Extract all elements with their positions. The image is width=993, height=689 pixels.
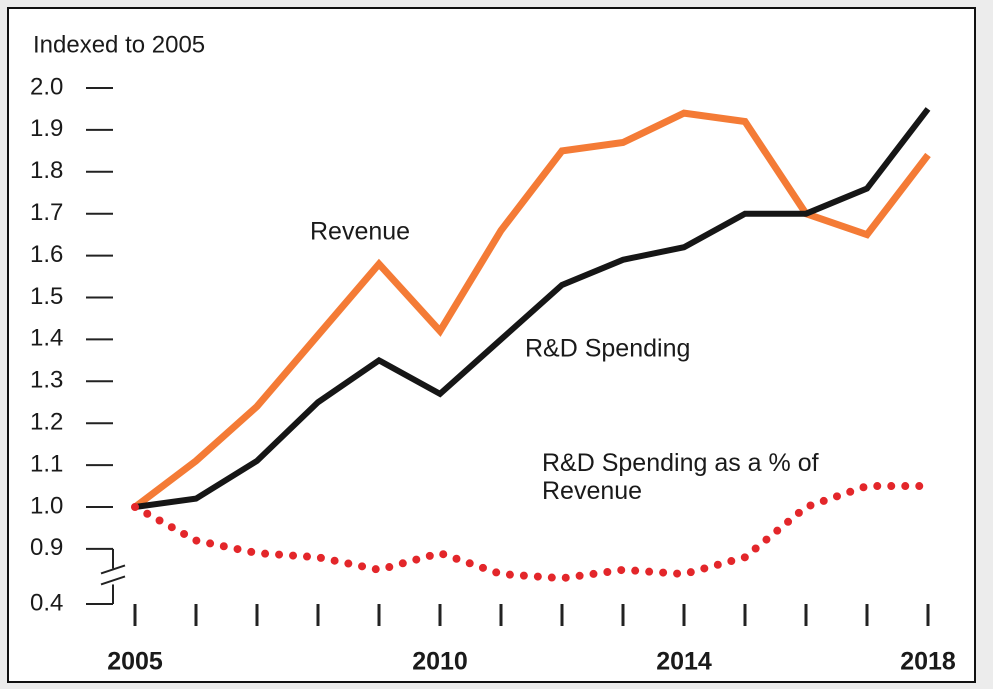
x-tick-label: 2014 [656, 648, 712, 676]
x-tick-label: 2005 [107, 648, 163, 676]
x-tick-label: 2010 [412, 648, 468, 676]
y-tick-label: 1.8 [30, 157, 63, 184]
series-label: Revenue [310, 218, 410, 246]
series-label-text: R&D Spending as a % of Revenue [542, 449, 819, 505]
x-tick-label: 2018 [900, 648, 956, 676]
series-line [131, 482, 932, 583]
axis-break [100, 575, 126, 586]
series-label: R&D Spending as a % of Revenue [542, 449, 819, 505]
y-tick-label: 1.7 [30, 199, 63, 226]
y-tick-label: 1.4 [30, 325, 63, 352]
y-tick-label: 1.9 [30, 115, 63, 142]
series-line [132, 109, 931, 510]
axis-break [100, 564, 126, 575]
y-tick-label: 1.5 [30, 283, 63, 310]
series-line [134, 107, 931, 510]
y-tick-label: 2.0 [30, 73, 63, 100]
chart-title: Indexed to 2005 [33, 31, 205, 58]
y-tick-label: 1.2 [30, 409, 63, 436]
y-tick-label: 0.4 [30, 589, 63, 616]
series-label: R&D Spending [525, 335, 690, 363]
y-tick-label: 0.9 [30, 534, 63, 561]
y-tick-label: 1.0 [30, 492, 63, 519]
y-tick-label: 1.6 [30, 241, 63, 268]
y-tick-label: 1.1 [30, 450, 63, 477]
y-tick-label: 1.3 [30, 367, 63, 394]
